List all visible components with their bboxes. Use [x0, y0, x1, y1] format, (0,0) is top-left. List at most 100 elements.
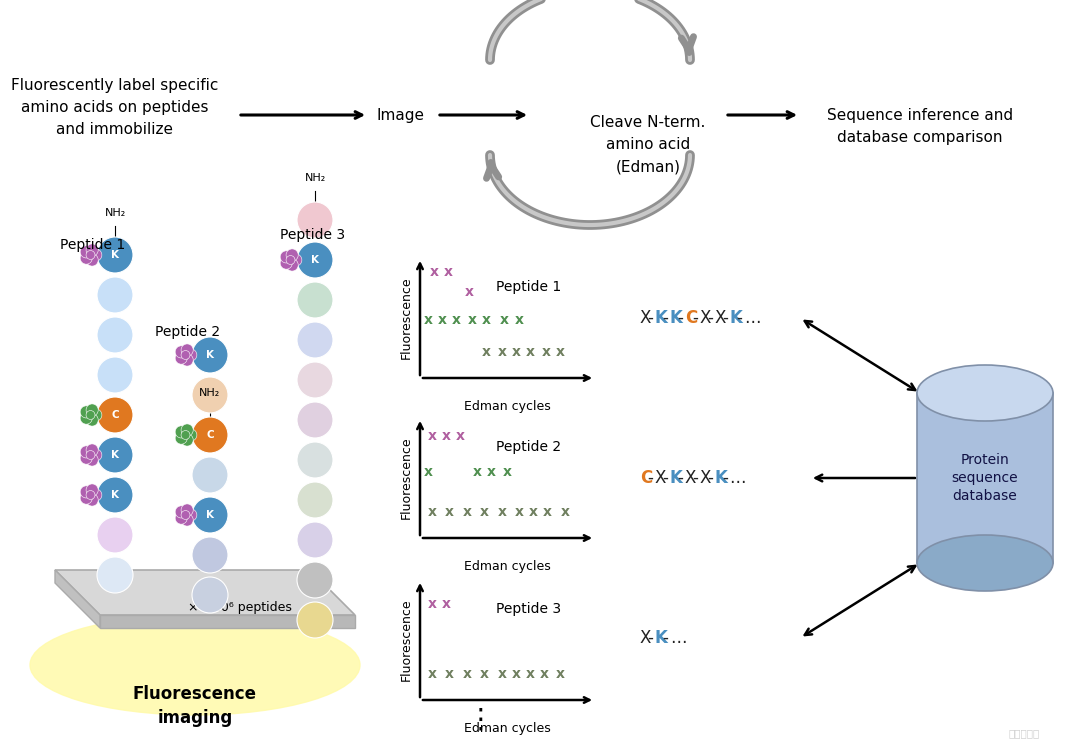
- Circle shape: [181, 424, 193, 436]
- Text: K: K: [111, 450, 119, 460]
- Circle shape: [97, 437, 133, 473]
- Text: 仪器信息网: 仪器信息网: [1009, 728, 1040, 738]
- Text: C: C: [111, 410, 119, 420]
- Polygon shape: [100, 615, 355, 628]
- Text: Fluorescence
imaging: Fluorescence imaging: [133, 685, 257, 726]
- Text: Edman cycles: Edman cycles: [464, 400, 551, 413]
- Circle shape: [80, 412, 92, 424]
- Text: x: x: [438, 313, 447, 328]
- Text: -: -: [647, 469, 653, 487]
- Text: -: -: [721, 309, 728, 327]
- Circle shape: [185, 349, 197, 361]
- Text: -: -: [737, 309, 743, 327]
- Circle shape: [192, 417, 228, 453]
- Text: K: K: [206, 350, 214, 360]
- Text: x: x: [464, 284, 473, 298]
- Text: -: -: [662, 309, 669, 327]
- Text: …: …: [729, 469, 746, 487]
- Text: x: x: [482, 313, 491, 328]
- Text: Fluorescence: Fluorescence: [400, 277, 413, 359]
- Circle shape: [90, 489, 102, 501]
- Text: x: x: [430, 266, 438, 280]
- Text: Image: Image: [376, 108, 424, 123]
- Circle shape: [86, 244, 98, 256]
- Text: x: x: [540, 666, 549, 681]
- Text: NH₂: NH₂: [200, 388, 220, 398]
- Text: X: X: [654, 469, 666, 487]
- Text: x: x: [442, 597, 450, 611]
- Text: NH₂: NH₂: [305, 173, 326, 183]
- Text: C: C: [640, 469, 652, 487]
- Circle shape: [86, 251, 95, 260]
- Text: Fluorescence: Fluorescence: [400, 437, 413, 519]
- Circle shape: [86, 254, 98, 266]
- Circle shape: [86, 494, 98, 506]
- Text: x: x: [555, 666, 565, 681]
- Text: x: x: [482, 345, 491, 358]
- Circle shape: [80, 446, 92, 458]
- Circle shape: [80, 492, 92, 504]
- Text: Peptide 1: Peptide 1: [60, 238, 125, 252]
- Circle shape: [297, 282, 333, 318]
- Text: X: X: [714, 309, 726, 327]
- Circle shape: [86, 411, 95, 420]
- Text: x: x: [428, 429, 436, 443]
- Text: x: x: [445, 505, 455, 518]
- Circle shape: [86, 454, 98, 466]
- Circle shape: [297, 242, 333, 278]
- Text: -: -: [707, 469, 713, 487]
- Circle shape: [185, 429, 197, 441]
- Text: NH₂: NH₂: [105, 208, 125, 218]
- Circle shape: [80, 246, 92, 258]
- Circle shape: [97, 357, 133, 393]
- Text: -: -: [662, 629, 669, 647]
- Circle shape: [181, 514, 193, 526]
- Text: x: x: [512, 666, 521, 681]
- Ellipse shape: [917, 365, 1053, 421]
- Text: K: K: [654, 629, 667, 647]
- Circle shape: [175, 506, 187, 518]
- Text: x: x: [515, 313, 524, 328]
- Circle shape: [90, 409, 102, 421]
- Text: x: x: [498, 345, 507, 358]
- Circle shape: [86, 414, 98, 426]
- Text: K: K: [714, 469, 727, 487]
- Text: x: x: [473, 465, 483, 479]
- Circle shape: [80, 406, 92, 418]
- Circle shape: [175, 352, 187, 364]
- Text: x: x: [462, 666, 472, 681]
- Text: X: X: [640, 309, 651, 327]
- Circle shape: [80, 252, 92, 264]
- Text: Fluorescently label specific
amino acids on peptides
and immobilize: Fluorescently label specific amino acids…: [11, 78, 218, 138]
- Text: x: x: [515, 505, 524, 518]
- Polygon shape: [55, 570, 100, 628]
- Circle shape: [97, 517, 133, 553]
- Text: K: K: [206, 510, 214, 520]
- Text: X: X: [700, 469, 711, 487]
- Text: × ~10⁶ peptides: × ~10⁶ peptides: [188, 601, 292, 613]
- Text: ⋮: ⋮: [467, 706, 494, 734]
- Text: K: K: [311, 255, 319, 265]
- Text: x: x: [481, 666, 489, 681]
- Circle shape: [192, 537, 228, 573]
- Polygon shape: [55, 570, 355, 615]
- Text: -: -: [662, 469, 669, 487]
- Circle shape: [297, 402, 333, 438]
- Text: -: -: [677, 309, 683, 327]
- Text: x: x: [512, 345, 521, 358]
- Text: Edman cycles: Edman cycles: [464, 722, 551, 735]
- Circle shape: [86, 491, 95, 500]
- Text: K: K: [729, 309, 742, 327]
- Circle shape: [297, 562, 333, 598]
- Text: x: x: [456, 429, 464, 443]
- Text: K: K: [670, 469, 683, 487]
- Circle shape: [175, 346, 187, 358]
- Text: K: K: [670, 309, 683, 327]
- Text: -: -: [692, 309, 698, 327]
- Text: x: x: [428, 505, 436, 518]
- Text: Fluorescence: Fluorescence: [400, 598, 413, 681]
- Text: X: X: [685, 469, 696, 487]
- Text: x: x: [561, 505, 570, 518]
- Text: …: …: [744, 309, 760, 327]
- Text: Peptide 2: Peptide 2: [156, 325, 220, 339]
